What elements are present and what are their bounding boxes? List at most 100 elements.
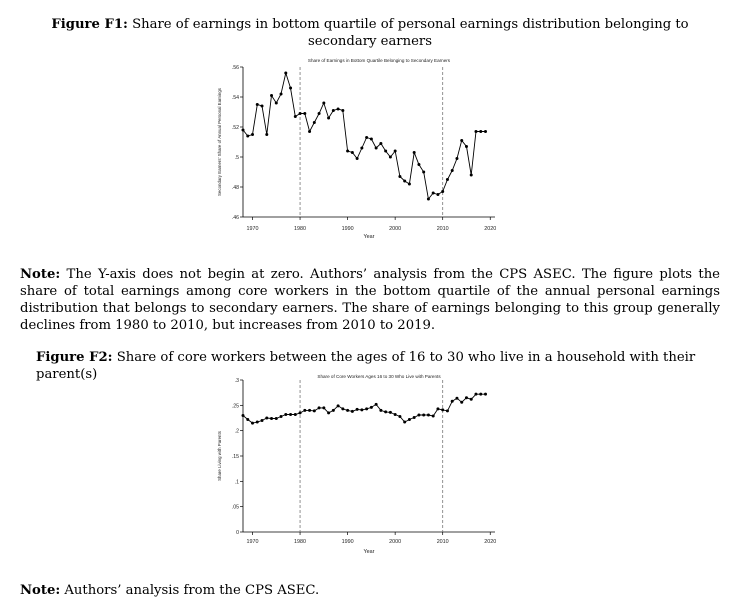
data-point bbox=[355, 407, 359, 411]
data-point bbox=[398, 175, 402, 178]
data-point bbox=[255, 420, 259, 424]
data-point bbox=[327, 116, 331, 120]
data-point bbox=[331, 109, 335, 112]
data-point bbox=[469, 173, 473, 177]
data-point bbox=[350, 151, 354, 154]
data-point bbox=[284, 71, 288, 75]
data-point bbox=[474, 130, 478, 133]
data-point bbox=[384, 410, 388, 414]
x-tick-label: 1980 bbox=[294, 226, 306, 232]
data-point bbox=[322, 406, 326, 410]
data-point bbox=[293, 412, 297, 416]
data-point bbox=[360, 408, 364, 412]
data-point bbox=[450, 399, 454, 403]
data-point bbox=[293, 115, 297, 118]
figure2-label: Figure F2: bbox=[36, 350, 113, 365]
data-point bbox=[460, 400, 464, 404]
data-point bbox=[284, 412, 288, 416]
note2-text: Authors’ analysis from the CPS ASEC. bbox=[64, 583, 320, 598]
data-point bbox=[279, 92, 283, 96]
data-point bbox=[374, 402, 378, 406]
data-point bbox=[270, 417, 274, 421]
data-point bbox=[303, 112, 307, 115]
y-tick-label: .56 bbox=[232, 65, 239, 71]
data-point bbox=[445, 178, 449, 181]
data-point bbox=[483, 130, 487, 133]
data-point bbox=[483, 392, 487, 396]
figure1-label: Figure F1: bbox=[51, 17, 128, 32]
x-tick-label: 2010 bbox=[437, 226, 449, 232]
data-point bbox=[289, 412, 293, 416]
data-point bbox=[436, 407, 440, 411]
data-point bbox=[355, 157, 359, 160]
data-point bbox=[246, 134, 250, 138]
data-point bbox=[388, 155, 392, 159]
x-tick-label: 2020 bbox=[484, 226, 496, 232]
data-point bbox=[341, 407, 345, 411]
y-tick-label: .1 bbox=[235, 479, 239, 485]
data-point bbox=[369, 137, 373, 141]
data-point bbox=[246, 418, 250, 422]
data-point bbox=[298, 411, 302, 415]
data-point bbox=[331, 408, 335, 412]
x-tick-label: 2020 bbox=[484, 539, 496, 545]
data-point bbox=[426, 197, 430, 201]
data-point bbox=[374, 146, 378, 150]
data-point bbox=[479, 130, 483, 133]
data-point bbox=[441, 408, 445, 412]
data-point bbox=[336, 404, 340, 408]
data-point bbox=[417, 413, 421, 417]
data-point bbox=[303, 408, 307, 412]
data-point bbox=[265, 416, 269, 420]
x-tick-label: 1980 bbox=[294, 539, 306, 545]
data-point bbox=[398, 414, 402, 418]
data-point bbox=[431, 191, 435, 195]
y-tick-label: .3 bbox=[235, 378, 239, 384]
note1-text: The Y-axis does not begin at zero. Autho… bbox=[20, 267, 720, 333]
data-point bbox=[445, 409, 449, 413]
data-point bbox=[327, 411, 331, 415]
data-point bbox=[464, 396, 468, 400]
x-axis-label: Year bbox=[364, 549, 375, 555]
data-point bbox=[308, 408, 312, 412]
data-point bbox=[431, 414, 435, 418]
note2-label: Note: bbox=[20, 583, 61, 598]
data-point bbox=[407, 182, 411, 186]
data-point bbox=[251, 133, 255, 136]
x-tick-label: 1990 bbox=[342, 226, 354, 232]
data-point bbox=[360, 146, 364, 150]
chart-title: Share of Core Workers Ages 16 to 30 Who … bbox=[317, 374, 441, 379]
figure1-caption: Figure F1: Share of earnings in bottom q… bbox=[40, 16, 700, 50]
data-point bbox=[393, 412, 397, 416]
y-tick-label: .52 bbox=[232, 125, 239, 131]
data-point bbox=[265, 133, 269, 136]
data-point bbox=[412, 415, 416, 419]
data-point bbox=[308, 130, 312, 133]
data-point bbox=[255, 103, 259, 106]
figure2-caption: Figure F2: Share of core workers between… bbox=[36, 349, 736, 383]
data-point bbox=[384, 149, 388, 153]
chart-title: Share of Earnings in Bottom Quartile Bel… bbox=[308, 58, 451, 63]
data-point bbox=[341, 109, 345, 112]
data-point bbox=[317, 406, 321, 410]
note1-label: Note: bbox=[20, 267, 61, 282]
data-point bbox=[417, 163, 421, 166]
y-tick-label: 0 bbox=[236, 530, 239, 536]
data-point bbox=[450, 169, 454, 172]
x-axis-label: Year bbox=[364, 234, 375, 240]
data-point bbox=[464, 145, 468, 148]
series-line bbox=[242, 393, 486, 424]
x-tick-label: 2010 bbox=[437, 539, 449, 545]
y-axis-label: Share Living with Parents bbox=[217, 430, 222, 481]
y-tick-label: .05 bbox=[232, 505, 239, 511]
data-point bbox=[346, 149, 350, 153]
data-point bbox=[436, 193, 440, 196]
data-point bbox=[388, 410, 392, 414]
data-point bbox=[379, 142, 383, 145]
data-point bbox=[279, 414, 283, 418]
data-point bbox=[426, 413, 430, 417]
data-point bbox=[260, 419, 264, 423]
note1: Note: The Y-axis does not begin at zero.… bbox=[20, 266, 720, 334]
data-point bbox=[422, 413, 426, 417]
data-point bbox=[241, 413, 245, 417]
